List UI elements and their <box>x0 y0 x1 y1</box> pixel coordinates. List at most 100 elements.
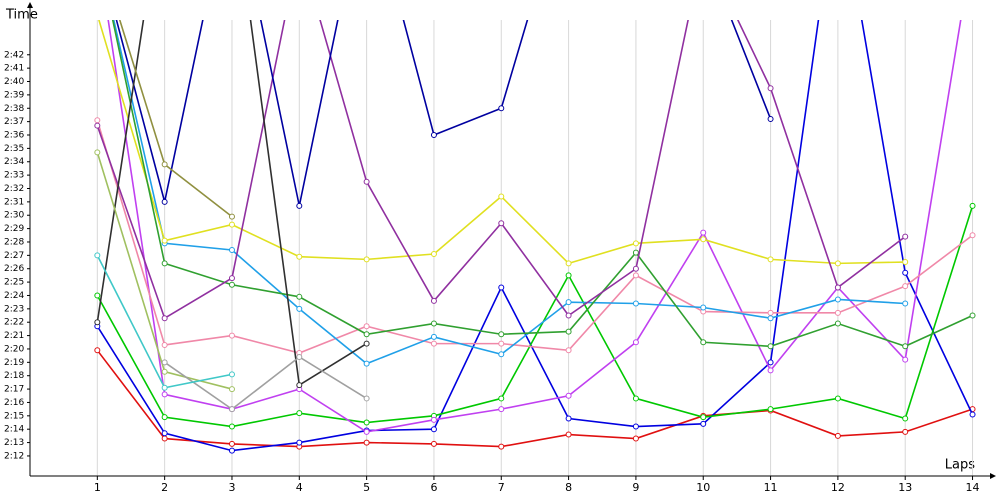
point <box>228 213 235 220</box>
point <box>767 359 774 366</box>
y-tick-label: 2:41 <box>4 64 24 74</box>
point <box>228 247 235 254</box>
point <box>430 333 437 340</box>
series-line <box>164 356 368 411</box>
y-tick-label: 2:18 <box>4 371 24 381</box>
point <box>565 392 572 399</box>
point <box>95 12 100 17</box>
point <box>430 426 437 433</box>
y-tick-label: 2:32 <box>4 184 24 194</box>
point <box>969 411 976 418</box>
x-tick-label: 4 <box>296 481 303 494</box>
point <box>94 117 101 124</box>
y-tick-label: 2:16 <box>4 398 24 408</box>
point <box>296 382 303 389</box>
point <box>902 356 909 363</box>
series-line <box>107 20 962 433</box>
x-tick-label: 1 <box>94 481 101 494</box>
point <box>161 430 168 437</box>
point <box>632 272 639 279</box>
point <box>632 339 639 346</box>
point <box>296 353 303 360</box>
point <box>565 272 572 279</box>
series-line <box>96 349 973 448</box>
y-tick-label: 2:14 <box>4 425 24 435</box>
point <box>94 252 101 259</box>
x-tick-label: 8 <box>565 481 572 494</box>
point <box>296 293 303 300</box>
point <box>902 415 909 422</box>
point <box>565 260 572 267</box>
y-tick-label: 2:38 <box>4 104 24 114</box>
y-tick-label: 2:42 <box>4 50 24 60</box>
point <box>767 367 774 374</box>
point <box>565 328 572 335</box>
point <box>767 406 774 413</box>
y-tick-label: 2:19 <box>4 358 24 368</box>
point <box>767 315 774 322</box>
point <box>363 360 370 367</box>
x-tick-label: 13 <box>898 481 912 494</box>
y-tick-label: 2:35 <box>4 144 24 154</box>
point <box>498 331 505 338</box>
y-tick-label: 2:36 <box>4 131 24 141</box>
point <box>228 386 235 393</box>
point <box>969 232 976 239</box>
point <box>363 323 370 330</box>
point <box>834 260 841 267</box>
point <box>902 428 909 435</box>
point <box>161 391 168 398</box>
y-tick-label: 2:24 <box>4 291 24 301</box>
point <box>296 439 303 446</box>
point <box>565 299 572 306</box>
point <box>228 221 235 228</box>
point <box>296 410 303 417</box>
point <box>430 132 437 139</box>
y-tick-label: 2:29 <box>4 224 24 234</box>
point <box>228 423 235 430</box>
point <box>94 292 101 299</box>
point <box>161 341 168 348</box>
point <box>228 440 235 447</box>
plot-area <box>94 12 976 454</box>
point <box>498 395 505 402</box>
point <box>969 312 976 319</box>
point <box>161 198 168 205</box>
point <box>228 332 235 339</box>
point <box>767 85 774 92</box>
series-line <box>111 20 973 348</box>
point <box>834 309 841 316</box>
point <box>498 443 505 450</box>
point <box>161 435 168 442</box>
point <box>161 237 168 244</box>
point <box>228 281 235 288</box>
point <box>902 343 909 350</box>
point <box>94 149 101 156</box>
point <box>430 340 437 347</box>
point <box>430 251 437 258</box>
point <box>498 340 505 347</box>
point <box>902 300 909 307</box>
y-tick-label: 2:20 <box>4 344 24 354</box>
x-tick-label: 10 <box>696 481 710 494</box>
point <box>700 339 707 346</box>
point <box>700 236 707 243</box>
point <box>498 351 505 358</box>
point <box>700 420 707 427</box>
point <box>296 253 303 260</box>
point <box>498 220 505 227</box>
series-line <box>96 205 974 428</box>
point <box>834 395 841 402</box>
point <box>363 340 370 347</box>
point <box>363 428 370 435</box>
y-tick-label: 2:40 <box>4 77 24 87</box>
y-tick-label: 2:23 <box>4 304 24 314</box>
point <box>94 347 101 354</box>
point <box>161 260 168 267</box>
point <box>902 233 909 240</box>
y-tick-label: 2:33 <box>4 171 24 181</box>
point <box>363 419 370 426</box>
point <box>363 331 370 338</box>
x-axis-label: Laps <box>945 458 975 473</box>
point <box>767 256 774 263</box>
